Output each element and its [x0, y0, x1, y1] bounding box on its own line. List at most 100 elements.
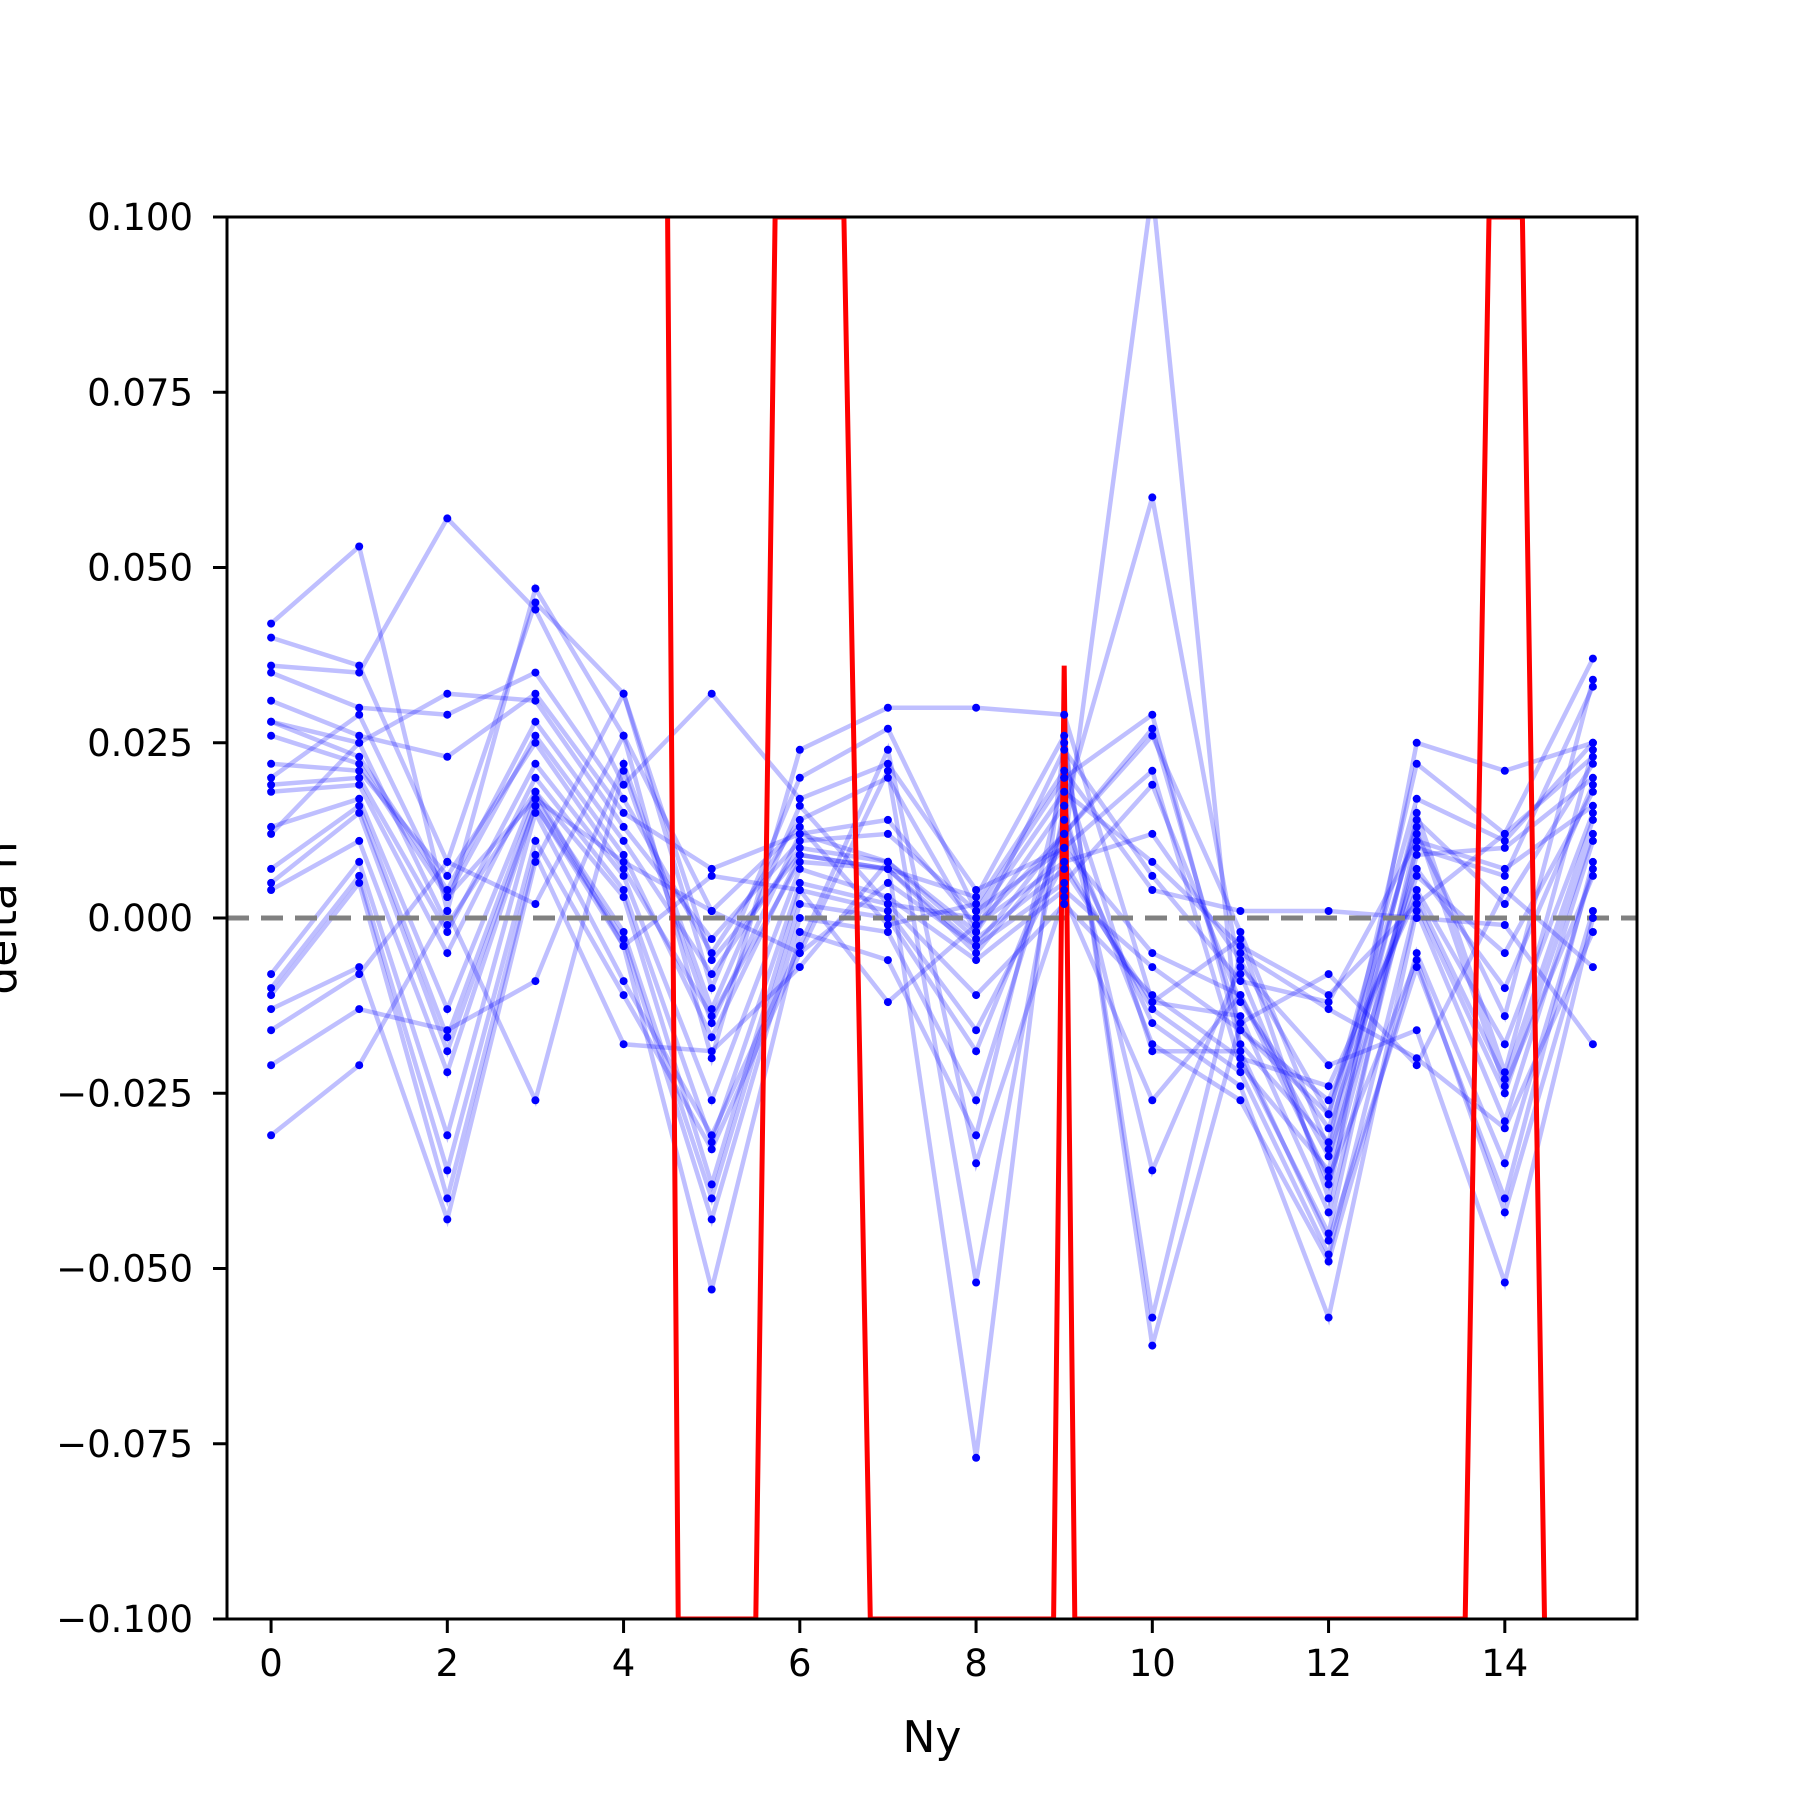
sample-series-23-point: [972, 921, 981, 929]
sample-series-4-point: [1412, 843, 1421, 852]
sample-series-17-point: [443, 1166, 452, 1175]
sample-series-17-point: [883, 766, 892, 775]
sample-series-1-point: [972, 703, 981, 712]
sample-series-8-point: [1588, 780, 1597, 789]
sample-series-9-point: [531, 738, 540, 747]
sample-series-9-point: [1588, 787, 1597, 796]
sample-series-12-point: [707, 1180, 716, 1189]
sample-series-19-point: [355, 963, 364, 972]
sample-series-10-line: [270, 759, 1596, 1107]
sample-series-1-line: [269, 542, 1594, 1208]
sample-series-4-point: [1148, 493, 1157, 502]
sample-series-23-point: [443, 921, 452, 929]
sample-series-14-line: [269, 800, 1596, 1268]
sample-series-24-point: [443, 893, 452, 901]
sample-series-3-point: [267, 661, 276, 670]
sample-series-13-point: [1588, 836, 1597, 845]
sample-series-12-point: [619, 893, 628, 901]
sample-series-24-point: [267, 773, 276, 782]
sample-series-10-point: [1500, 1040, 1509, 1049]
sample-series-16-point: [443, 1131, 452, 1140]
sample-series-19-point: [531, 857, 540, 866]
sample-series-19-point: [619, 689, 628, 698]
sample-series-10-point: [1588, 808, 1597, 817]
sample-series-6-point: [531, 696, 540, 705]
sample-series-22-line: [269, 745, 1595, 1138]
sample-series-1-point: [1324, 1194, 1333, 1203]
sample-series-18-point: [619, 1040, 628, 1049]
sample-series-1-point: [1500, 766, 1509, 775]
sample-series-20-point: [1324, 907, 1333, 915]
sample-series-9-point: [972, 949, 981, 958]
sample-series-9-point: [619, 864, 628, 873]
sample-series-17-point: [1588, 914, 1597, 922]
sample-series-9-point: [1412, 871, 1421, 880]
sample-series-18-point: [1236, 949, 1245, 958]
sample-series-8-point: [1060, 878, 1069, 887]
sample-series-layer: [269, 217, 1596, 1459]
sample-series-6-point: [795, 836, 804, 845]
x-tick-label: 8: [964, 1642, 988, 1685]
sample-series-23-point: [619, 942, 628, 950]
sample-series-16-point: [267, 970, 276, 979]
sample-series-14-point: [443, 1047, 452, 1056]
sample-series-10-point: [1412, 886, 1421, 894]
sample-series-10-point: [443, 928, 452, 936]
sample-series-9-point: [707, 1012, 716, 1021]
sample-series-4-point: [355, 703, 364, 712]
sample-series-7-point: [1236, 1012, 1245, 1021]
sample-series-6-point: [1500, 1068, 1509, 1077]
sample-series-5-point: [1588, 738, 1597, 747]
sample-series-18-point: [531, 850, 540, 859]
sample-series-22-point: [443, 907, 452, 915]
sample-series-4-line: [270, 496, 1595, 1192]
sample-series-16-point: [1148, 1096, 1157, 1105]
sample-series-15-point: [707, 1285, 716, 1294]
sample-series-9-point: [1060, 843, 1069, 852]
sample-series-7-point: [619, 836, 628, 845]
sample-series-7-line: [270, 717, 1595, 1220]
sample-series-8-point: [707, 1033, 716, 1042]
sample-series-18-point: [1148, 1313, 1157, 1322]
sample-series-21-point: [1412, 900, 1421, 908]
sample-series-6-point: [1148, 766, 1157, 775]
sample-series-18-point: [795, 963, 804, 972]
sample-series-14-point: [1236, 1096, 1245, 1105]
sample-series-18-point: [972, 1453, 981, 1462]
sample-series-8-point: [355, 759, 364, 768]
sample-series-12-point: [972, 1026, 981, 1035]
sample-series-2-point: [1588, 654, 1597, 663]
sample-series-13-point: [972, 1047, 981, 1056]
sample-series-10-point: [267, 780, 276, 789]
sample-series-23-point: [1148, 829, 1157, 838]
sample-series-20-point: [972, 900, 981, 908]
sample-series-7-point: [1060, 864, 1069, 873]
sample-series-19-point: [267, 1005, 276, 1014]
sample-series-6-point: [619, 822, 628, 831]
sample-series-13-point: [1500, 1117, 1509, 1126]
sample-series-16-point: [1500, 1208, 1509, 1217]
sample-series-11-point: [531, 773, 540, 782]
sample-series-14-point: [1588, 864, 1597, 873]
sample-series-13-point: [1412, 907, 1421, 915]
sample-series-2-point: [1236, 1040, 1245, 1049]
sample-series-14-point: [972, 1096, 981, 1105]
sample-series-15-point: [1412, 963, 1421, 972]
sample-series-13-point: [795, 900, 804, 908]
x-axis: 0 2 4 6 8 10 12 14: [259, 1619, 1528, 1685]
sample-series-11-point: [443, 949, 452, 958]
sample-series-12-point: [1500, 1089, 1509, 1098]
sample-series-19-point: [1324, 970, 1333, 979]
sample-series-9-point: [355, 766, 364, 775]
sample-series-7-point: [1412, 850, 1421, 859]
sample-series-24-point: [972, 942, 981, 950]
sample-series-16-line: [269, 742, 1596, 1220]
sample-series-21-point: [1500, 829, 1509, 838]
y-tick-label: −0.025: [56, 1072, 193, 1115]
sample-series-19-point: [443, 1215, 452, 1224]
sample-series-22-point: [1324, 998, 1333, 1007]
sample-series-5-point: [355, 731, 364, 740]
sample-series-5-point: [443, 752, 452, 761]
sample-series-10-point: [795, 864, 804, 873]
sample-series-6-point: [443, 689, 452, 698]
